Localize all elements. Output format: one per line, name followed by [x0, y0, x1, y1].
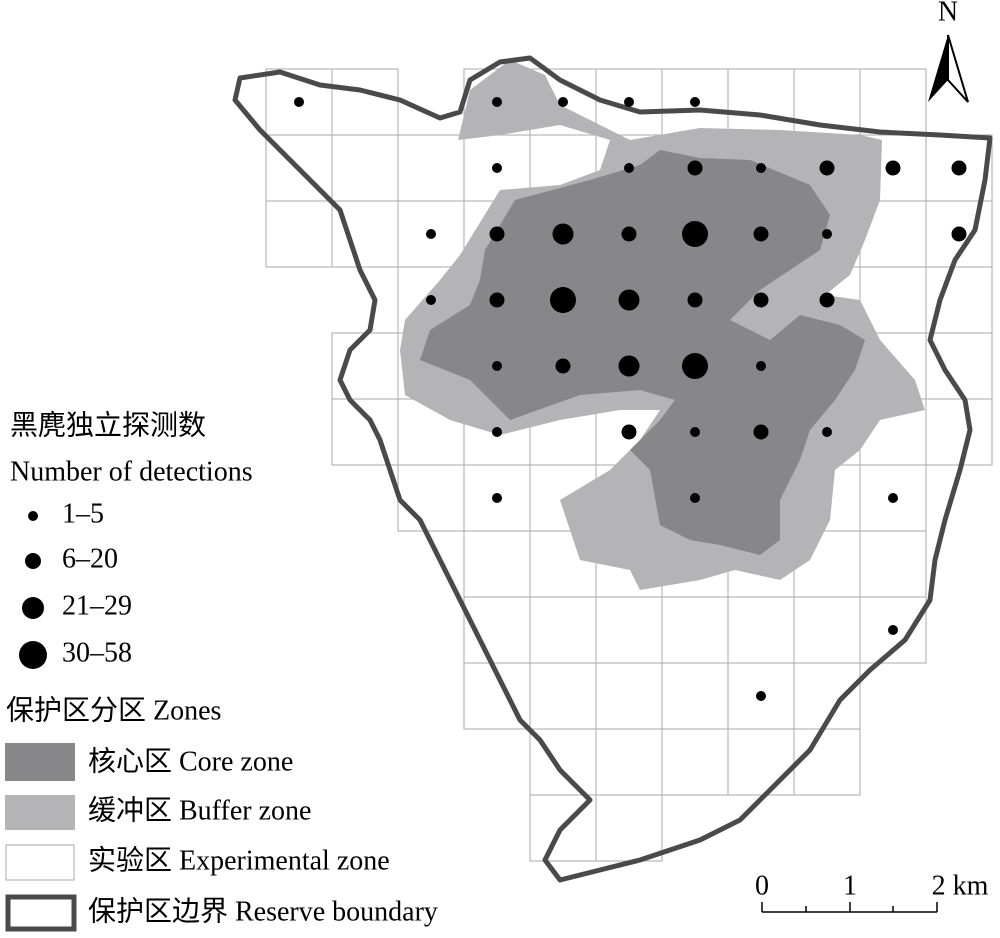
detection-dot: [621, 226, 637, 242]
detection-dot: [558, 97, 568, 107]
detection-dot: [888, 625, 898, 635]
detection-dot: [819, 292, 835, 308]
detection-dot: [690, 493, 700, 503]
scale-label: 0: [755, 870, 769, 901]
detection-dot: [489, 292, 505, 308]
detection-dot: [687, 292, 703, 308]
legend-label: 21–29: [62, 590, 132, 621]
detection-dot: [687, 160, 703, 176]
detection-dot: [492, 361, 502, 371]
grid-cell: [727, 68, 795, 136]
grid-cell: [331, 398, 399, 466]
legend-label: 1–5: [62, 498, 104, 529]
detection-dot: [621, 424, 637, 440]
legend-title-cn: 黑麂独立探测数: [10, 409, 206, 441]
grid-cell: [595, 662, 663, 730]
detection-dot: [753, 292, 769, 308]
grid-cell: [595, 794, 663, 862]
swatch-core: [5, 743, 75, 781]
detection-dots: [294, 97, 967, 701]
detection-dot: [690, 427, 700, 437]
swatch-experimental: [5, 844, 75, 881]
grid-cell: [793, 728, 861, 796]
grid-cell: [463, 530, 531, 598]
detection-dot: [550, 287, 576, 313]
north-arrow: N: [928, 0, 969, 103]
detection-dot: [624, 163, 634, 173]
legend-title-en: Number of detections: [10, 456, 253, 487]
detection-dot: [753, 424, 769, 440]
north-arrow-right: [947, 34, 969, 103]
detection-dot: [492, 427, 502, 437]
detection-dot: [489, 226, 505, 242]
zone-label: 实验区 Experimental zone: [88, 844, 390, 876]
grid-cell: [331, 134, 399, 202]
detection-dot: [690, 97, 700, 107]
legend-label: 30–58: [62, 637, 132, 668]
legend-dot: [22, 597, 44, 619]
grid-cell: [793, 596, 861, 664]
grid-cell: [265, 200, 333, 268]
detection-dot: [426, 229, 436, 239]
detection-dot: [618, 289, 640, 311]
detection-dot: [819, 160, 835, 176]
detection-dot: [555, 358, 571, 374]
north-arrow-left: [928, 35, 948, 102]
grid-cell: [331, 68, 399, 136]
detection-dot: [888, 493, 898, 503]
legend-classes: 1–5 6–20 21–29 30–58: [19, 498, 132, 669]
detection-dot: [822, 427, 832, 437]
grid-cell: [727, 728, 795, 796]
core-zone: [420, 150, 865, 555]
grid-cell: [727, 596, 795, 664]
detection-dot: [492, 493, 502, 503]
grid-cell: [529, 596, 597, 664]
north-label: N: [938, 0, 958, 27]
scale-label: 1: [843, 870, 857, 901]
detection-dot: [951, 160, 967, 176]
swatch-buffer: [5, 795, 75, 830]
detection-dot: [756, 691, 766, 701]
grid-cell: [661, 596, 729, 664]
grid-cell: [859, 596, 927, 664]
detection-dot: [426, 295, 436, 305]
detection-dot: [951, 226, 967, 242]
grid-cell: [661, 662, 729, 730]
zone-label: 核心区 Core zone: [88, 745, 293, 777]
detection-dot: [753, 226, 769, 242]
swatch-boundary: [5, 894, 77, 932]
detection-dot: [618, 355, 640, 377]
grid-cell: [661, 728, 729, 796]
detection-dot: [885, 160, 901, 176]
detection-dot: [756, 361, 766, 371]
scale-bar: [761, 902, 938, 913]
grid-cell: [859, 530, 927, 598]
detection-dot: [682, 353, 708, 379]
zone-label: 缓冲区 Buffer zone: [88, 794, 311, 826]
detection-dot: [682, 221, 708, 247]
scale-label: 2 km: [932, 870, 989, 901]
detection-dot: [492, 97, 502, 107]
detection-dot: [552, 223, 574, 245]
grid-cell: [397, 464, 465, 532]
zone-label: 保护区边界 Reserve boundary: [88, 895, 438, 927]
detection-dot: [822, 229, 832, 239]
detection-dot: [624, 97, 634, 107]
legend-dot: [28, 511, 38, 521]
grid-cell: [595, 596, 663, 664]
grid-cell: [925, 398, 993, 466]
grid-cell: [397, 134, 465, 202]
detection-dot: [294, 97, 304, 107]
grid-cell: [595, 728, 663, 796]
legend-dot: [19, 641, 47, 669]
grid-cell: [529, 662, 597, 730]
legend-label: 6–20: [62, 543, 118, 574]
zones-title: 保护区分区 Zones: [6, 694, 221, 726]
grid-cell: [859, 68, 927, 136]
detection-dot: [756, 163, 766, 173]
legend-dot: [25, 553, 41, 569]
detection-dot: [492, 163, 502, 173]
reserve-boundary: [232, 55, 993, 883]
